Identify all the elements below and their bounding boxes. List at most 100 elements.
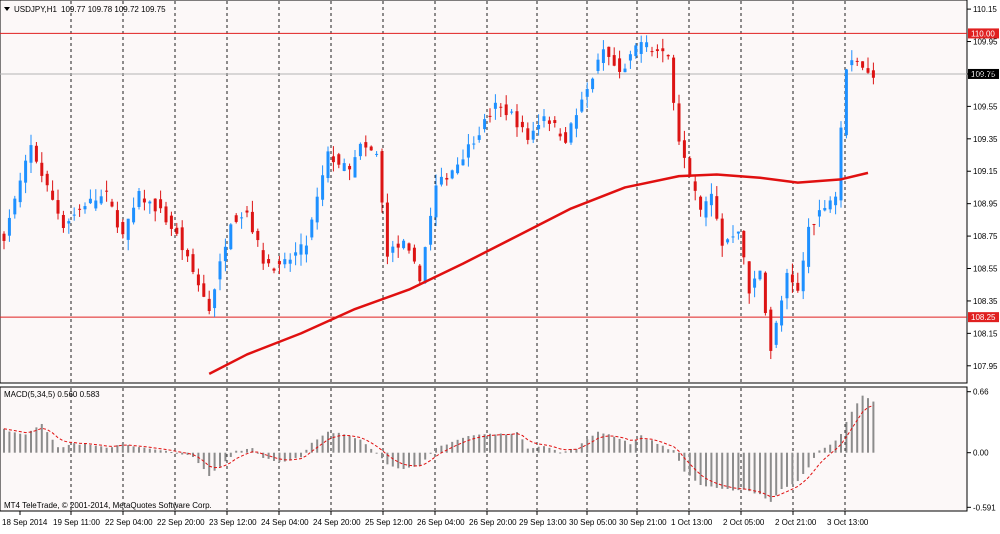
candle-body <box>61 214 65 228</box>
candle-body <box>817 210 821 217</box>
macd-bar <box>850 411 853 453</box>
candle-body <box>445 177 449 180</box>
macd-header: MACD(5,34,5) 0.560 0.583 <box>4 390 100 399</box>
candle-body <box>283 259 287 265</box>
macd-bar <box>62 447 65 453</box>
candle-body <box>396 243 400 248</box>
candle-body <box>736 231 740 234</box>
candle-body <box>682 140 686 158</box>
candle-body <box>472 143 476 145</box>
candle-body <box>780 300 784 326</box>
macd-bar <box>229 452 232 457</box>
macd-bar <box>802 452 805 474</box>
macd-bar <box>262 452 265 458</box>
candle-body <box>580 99 584 112</box>
time-tick-label: 1 Oct 13:00 <box>671 518 713 527</box>
price-axis: 110.15 109.95 109.75 109.55 109.35 109.15 108.… <box>967 5 998 371</box>
candle-body <box>699 196 703 210</box>
macd-bar <box>413 452 416 467</box>
macd-bar <box>732 452 734 491</box>
chart-header: USDJPY,H1 109.77 109.78 109.72 109.75 <box>4 5 166 14</box>
macd-bar <box>170 452 173 454</box>
candle-body <box>661 48 665 52</box>
macd-bar <box>381 452 383 459</box>
macd-panel[interactable]: 0.660.00-0.591 MACD(5,34,5) 0.560 0.583 … <box>0 386 996 512</box>
macd-tick-label: 0.66 <box>973 388 989 397</box>
candle-body <box>337 154 341 165</box>
macd-bar <box>564 451 567 453</box>
candle-body <box>493 102 497 109</box>
macd-bar <box>273 452 275 461</box>
candle-body <box>277 260 281 265</box>
macd-bar <box>121 443 124 453</box>
macd-bar <box>553 449 556 453</box>
macd-plot-area[interactable] <box>0 386 968 512</box>
candle-body <box>531 130 535 140</box>
macd-bar <box>105 447 108 453</box>
candle-body <box>558 133 562 137</box>
candle-body <box>321 175 325 200</box>
candle-body <box>753 278 757 288</box>
triangle-down-icon[interactable] <box>4 7 10 11</box>
horizontal-lines[interactable]: 110.00 108.25 109.75 <box>0 28 999 323</box>
time-tick-label: 24 Sep 04:00 <box>261 518 309 527</box>
macd-bar <box>510 433 513 453</box>
macd-bar <box>219 452 221 467</box>
macd-bar <box>618 438 621 453</box>
macd-bar <box>175 452 178 454</box>
current-price-box <box>968 68 999 79</box>
candle-body <box>499 106 503 108</box>
time-axis: 18 Sep 2014 19 Sep 11:00 22 Sep 04:00 22 Se… <box>2 511 869 527</box>
macd-bar <box>613 436 616 453</box>
macd-bar <box>305 449 308 453</box>
candle-body <box>839 127 843 201</box>
price-tick-label: 107.95 <box>973 362 998 371</box>
price-tick-label: 108.95 <box>973 200 998 209</box>
macd-bar <box>483 434 486 453</box>
macd-bar <box>397 452 400 469</box>
candle-body <box>769 309 773 351</box>
candlestick-series <box>2 35 875 360</box>
macd-bar <box>651 440 653 453</box>
candle-body <box>439 176 443 185</box>
symbol-label: USDJPY,H1 <box>14 5 58 14</box>
macd-bar <box>780 452 783 490</box>
time-tick-label: 26 Sep 04:00 <box>417 518 465 527</box>
candle-body <box>450 170 454 179</box>
macd-bar <box>3 428 5 453</box>
macd-bar <box>575 448 578 453</box>
macd-bar <box>429 452 432 454</box>
macd-bar <box>246 448 248 453</box>
candle-body <box>299 244 303 255</box>
macd-bar <box>84 443 86 453</box>
candle-body <box>569 123 573 143</box>
macd-bar <box>823 447 826 453</box>
macd-bar <box>834 440 837 453</box>
candle-body <box>72 214 76 216</box>
candle-body <box>213 289 217 309</box>
candle-body <box>477 135 481 140</box>
candle-body <box>40 162 44 176</box>
price-panel[interactable]: 110.00 108.25 109.75 110.15 109.95 109.75 109… <box>0 0 999 384</box>
macd-bar <box>602 433 605 453</box>
macd-bar <box>489 433 491 453</box>
candle-body <box>78 208 82 210</box>
candle-body <box>434 185 438 218</box>
candle-body <box>126 218 130 240</box>
candle-body <box>375 153 379 155</box>
macd-bar <box>856 403 859 453</box>
macd-bar <box>386 452 389 465</box>
candle-body <box>520 121 524 128</box>
macd-bar <box>807 452 810 468</box>
macd-bar <box>165 450 167 453</box>
level-label-box <box>968 28 999 39</box>
macd-bar <box>672 450 675 453</box>
macd-bar <box>240 450 243 453</box>
macd-bar <box>726 452 729 489</box>
candle-body <box>169 215 173 229</box>
macd-bar <box>759 452 761 495</box>
macd-bar <box>526 448 529 453</box>
price-plot-area[interactable] <box>0 0 968 384</box>
